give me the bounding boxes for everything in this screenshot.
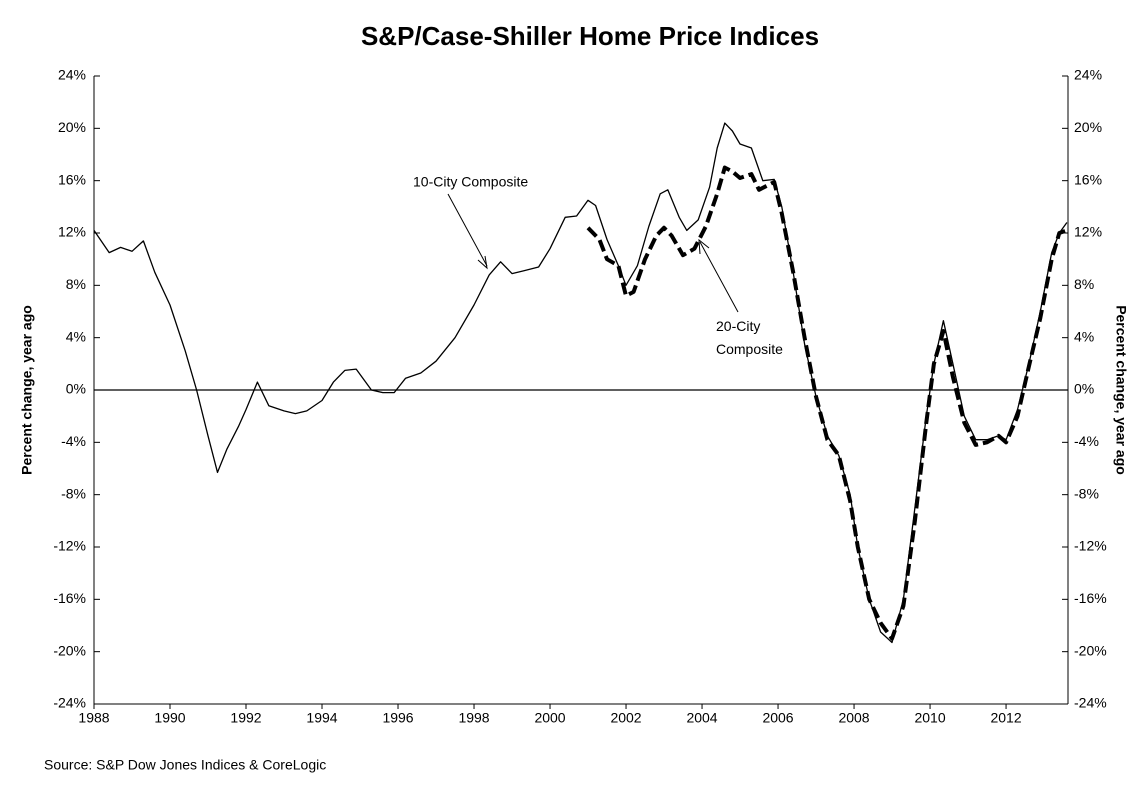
annotation: 20-City Composite	[716, 318, 783, 357]
x-tick-label: 1994	[306, 710, 337, 726]
y-tick-label: -20%	[53, 642, 86, 658]
x-tick-label: 2006	[762, 710, 793, 726]
y-tick-label: 4%	[66, 328, 86, 344]
x-tick-label: 1998	[458, 710, 489, 726]
x-tick-label: 2004	[686, 710, 717, 726]
y-tick-label: -4%	[61, 433, 86, 449]
x-tick-label: 2008	[838, 710, 869, 726]
y2-tick-label: 12%	[1074, 224, 1102, 240]
source: Source: S&P Dow Jones Indices & CoreLogi…	[44, 757, 326, 773]
y2-tick-label: -4%	[1074, 433, 1099, 449]
y2-tick-label: 16%	[1074, 171, 1102, 187]
y2-tick-label: 8%	[1074, 276, 1094, 292]
series-line	[93, 122, 1068, 644]
annotation-arrow	[699, 241, 739, 313]
y-tick-label: 12%	[58, 224, 86, 240]
x-tick-label: 1990	[154, 710, 185, 726]
y2-tick-label: 24%	[1074, 67, 1102, 83]
x-tick-label: 2012	[990, 710, 1021, 726]
y-tick-label: -12%	[53, 538, 86, 554]
annotation: 10-City Composite	[413, 174, 528, 190]
arrow-head	[477, 255, 488, 270]
y-tick-label: 20%	[58, 119, 86, 135]
x-tick-label: 1992	[230, 710, 261, 726]
y2-tick-label: 4%	[1074, 328, 1094, 344]
y-tick-label: -16%	[53, 590, 86, 606]
annotation-arrow	[447, 193, 488, 267]
y-tick-label: 16%	[58, 171, 86, 187]
y-tick-label: 24%	[58, 67, 86, 83]
y-tick-label: -8%	[61, 485, 86, 501]
x-tick-label: 2010	[914, 710, 945, 726]
y2-tick-label: -20%	[1074, 642, 1107, 658]
x-tick-label: 1988	[78, 710, 109, 726]
y2-tick-label: 20%	[1074, 119, 1102, 135]
y-tick-label: -24%	[53, 695, 86, 711]
y-tick-label: 0%	[66, 381, 86, 397]
y-tick-label: 8%	[66, 276, 86, 292]
arrow-head	[698, 238, 710, 255]
y2-tick-label: -24%	[1074, 695, 1107, 711]
y2-axis-label: Percent change, year ago	[1113, 305, 1129, 475]
y2-tick-label: -16%	[1074, 590, 1107, 606]
y2-tick-label: -8%	[1074, 485, 1099, 501]
series-line	[586, 165, 1068, 641]
y-axis-label: Percent change, year ago	[19, 305, 35, 475]
y2-tick-label: -12%	[1074, 538, 1107, 554]
chart-title: S&P/Case-Shiller Home Price Indices	[361, 21, 819, 51]
x-tick-label: 2000	[534, 710, 565, 726]
y2-tick-label: 0%	[1074, 381, 1094, 397]
x-tick-label: 1996	[382, 710, 413, 726]
x-tick-label: 2002	[610, 710, 641, 726]
